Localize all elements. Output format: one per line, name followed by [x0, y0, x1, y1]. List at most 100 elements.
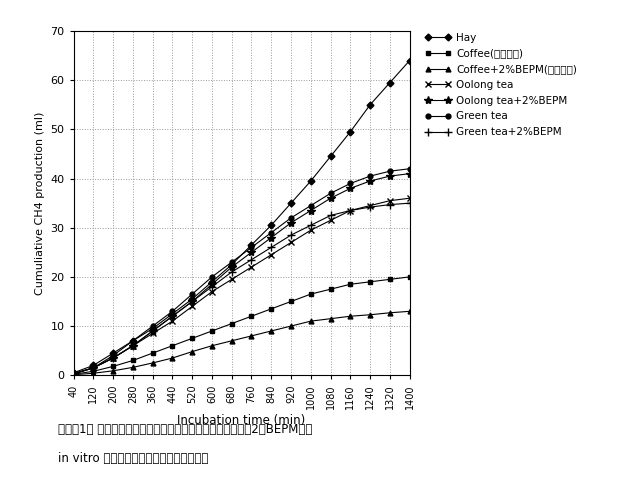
- Green tea: [109, 353, 117, 358]
- Oolong tea: [287, 239, 295, 245]
- Oolong tea: [268, 252, 275, 258]
- Green tea: [366, 173, 374, 179]
- Hay: [386, 80, 394, 86]
- Green tea: [149, 323, 157, 329]
- Hay: [228, 262, 236, 268]
- Coffee+2%BEPM(実施例１): [307, 318, 315, 324]
- Oolong tea: [90, 365, 97, 371]
- Oolong tea: [228, 276, 236, 282]
- Coffee+2%BEPM(実施例１): [149, 360, 157, 366]
- Oolong tea+2%BEPM: [168, 314, 176, 319]
- Coffee+2%BEPM(実施例１): [228, 338, 236, 344]
- Hay: [188, 296, 196, 302]
- Oolong tea+2%BEPM: [287, 220, 295, 226]
- Coffee(比較例１): [188, 336, 196, 341]
- Text: グラフ1． コーヒー箕、烏龍茶箕及び緑茶箕の微生物処理（2％BEPM）が: グラフ1． コーヒー箕、烏龍茶箕及び緑茶箕の微生物処理（2％BEPM）が: [58, 423, 312, 436]
- Coffee(比較例１): [70, 371, 77, 377]
- Coffee+2%BEPM(実施例１): [268, 328, 275, 334]
- Hay: [109, 350, 117, 356]
- Green tea+2%BEPM: [386, 202, 394, 207]
- Oolong tea+2%BEPM: [307, 207, 315, 213]
- Oolong tea+2%BEPM: [149, 328, 157, 334]
- Coffee+2%BEPM(実施例１): [386, 310, 394, 315]
- Hay: [129, 338, 137, 344]
- Coffee(比較例１): [208, 328, 216, 334]
- Oolong tea: [307, 228, 315, 233]
- Coffee(比較例１): [129, 358, 137, 363]
- Coffee(比較例１): [386, 276, 394, 282]
- Green tea+2%BEPM: [268, 245, 275, 250]
- Green tea+2%BEPM: [287, 232, 295, 238]
- Coffee+2%BEPM(実施例１): [188, 349, 196, 355]
- Oolong tea+2%BEPM: [228, 264, 236, 270]
- Oolong tea: [208, 289, 216, 294]
- Oolong tea+2%BEPM: [208, 282, 216, 287]
- Oolong tea+2%BEPM: [326, 196, 334, 201]
- Green tea+2%BEPM: [109, 355, 117, 361]
- Green tea+2%BEPM: [188, 299, 196, 304]
- Green tea: [268, 230, 275, 236]
- Legend: Hay, Coffee(比較例１), Coffee+2%BEPM(実施例１), Oolong tea, Oolong tea+2%BEPM, Green tea: Hay, Coffee(比較例１), Coffee+2%BEPM(実施例１), …: [425, 33, 577, 137]
- Oolong tea+2%BEPM: [90, 365, 97, 371]
- Oolong tea+2%BEPM: [268, 235, 275, 240]
- Green tea: [248, 245, 255, 250]
- Green tea: [168, 308, 176, 314]
- Line: Green tea: Green tea: [71, 166, 412, 376]
- Green tea: [287, 215, 295, 221]
- Coffee(比較例１): [149, 350, 157, 356]
- Coffee+2%BEPM(実施例１): [70, 372, 77, 378]
- Green tea: [188, 291, 196, 297]
- Hay: [268, 222, 275, 228]
- Hay: [366, 102, 374, 108]
- Green tea+2%BEPM: [168, 314, 176, 319]
- Oolong tea+2%BEPM: [129, 343, 137, 348]
- Oolong tea+2%BEPM: [109, 355, 117, 361]
- Oolong tea+2%BEPM: [346, 185, 354, 191]
- Green tea+2%BEPM: [129, 343, 137, 348]
- Hay: [346, 129, 354, 135]
- Green tea+2%BEPM: [307, 222, 315, 228]
- Green tea: [228, 259, 236, 265]
- Green tea: [90, 365, 97, 371]
- Oolong tea+2%BEPM: [70, 371, 77, 377]
- Green tea+2%BEPM: [70, 371, 77, 377]
- Oolong tea: [109, 355, 117, 361]
- Coffee(比較例１): [406, 274, 413, 280]
- Coffee(比較例１): [287, 299, 295, 304]
- Green tea+2%BEPM: [248, 257, 255, 262]
- Oolong tea: [129, 343, 137, 348]
- Coffee(比較例１): [346, 282, 354, 287]
- Line: Coffee(比較例１): Coffee(比較例１): [71, 274, 412, 377]
- Green tea+2%BEPM: [406, 200, 413, 206]
- Green tea+2%BEPM: [90, 365, 97, 371]
- Coffee(比較例１): [268, 306, 275, 312]
- Line: Oolong tea: Oolong tea: [70, 195, 413, 377]
- Oolong tea: [386, 198, 394, 204]
- Oolong tea: [70, 371, 77, 377]
- Coffee+2%BEPM(実施例１): [109, 368, 117, 374]
- Oolong tea: [248, 264, 255, 270]
- Hay: [248, 242, 255, 248]
- Oolong tea: [188, 304, 196, 309]
- Hay: [406, 58, 413, 64]
- Y-axis label: Cumuliative CH4 production (ml): Cumuliative CH4 production (ml): [35, 111, 45, 295]
- Green tea+2%BEPM: [366, 204, 374, 210]
- Coffee+2%BEPM(実施例１): [406, 308, 413, 314]
- Oolong tea: [326, 217, 334, 223]
- Green tea: [208, 274, 216, 280]
- Oolong tea: [346, 207, 354, 213]
- Coffee+2%BEPM(実施例１): [287, 323, 295, 329]
- Oolong tea+2%BEPM: [386, 173, 394, 179]
- Oolong tea+2%BEPM: [248, 250, 255, 255]
- Oolong tea: [366, 203, 374, 208]
- Hay: [287, 200, 295, 206]
- Coffee(比較例１): [228, 321, 236, 326]
- Green tea: [386, 168, 394, 174]
- Coffee(比較例１): [307, 291, 315, 297]
- Oolong tea+2%BEPM: [366, 178, 374, 184]
- Green tea: [70, 371, 77, 377]
- Green tea+2%BEPM: [346, 207, 354, 213]
- Text: in vitro ルーメンメタン発生に及ぼす影響: in vitro ルーメンメタン発生に及ぼす影響: [58, 452, 208, 465]
- Coffee+2%BEPM(実施例１): [346, 314, 354, 319]
- Line: Hay: Hay: [71, 58, 412, 375]
